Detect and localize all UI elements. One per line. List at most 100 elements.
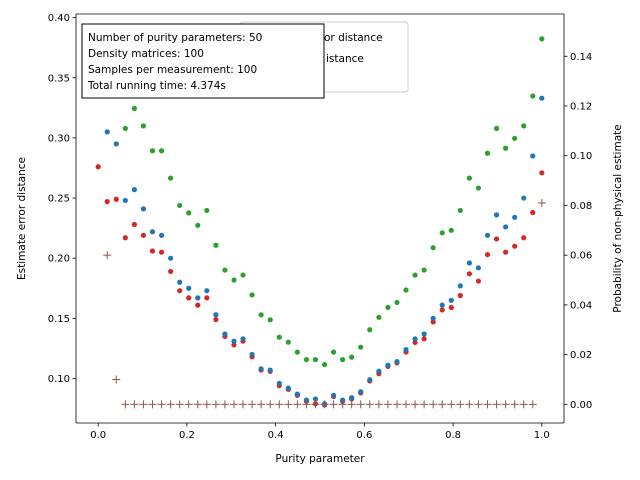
data-point (503, 145, 509, 151)
data-point (158, 148, 165, 154)
data-point (394, 299, 400, 306)
info-line-purity-parameters: Number of purity parameters: 50 (88, 32, 262, 44)
data-point-plus (103, 251, 112, 260)
data-point (466, 260, 472, 266)
data-point-plus (112, 375, 121, 384)
data-point (249, 351, 255, 358)
info-line-density-matrices: Density matrices: 100 (88, 48, 204, 60)
data-point (457, 292, 463, 299)
legend-label-1: or distance (324, 32, 383, 44)
data-point-plus (447, 400, 456, 409)
data-point-plus (365, 400, 374, 409)
data-point-plus (293, 400, 302, 409)
data-point (457, 207, 463, 214)
info-line-running-time: Total running time: 4.374s (87, 80, 226, 92)
y-tick-label-left: 0.10 (48, 374, 70, 385)
data-point-plus (374, 400, 383, 409)
data-point (285, 339, 291, 345)
data-point (475, 265, 482, 271)
y-tick-label-right: 0.12 (570, 101, 592, 112)
data-point (503, 224, 509, 230)
data-point (493, 212, 500, 218)
x-tick-label: 0.4 (268, 430, 284, 441)
y-tick-label-right: 0.04 (570, 300, 592, 311)
x-tick-label: 1.0 (534, 430, 550, 441)
data-point (258, 366, 264, 372)
data-point (149, 229, 156, 235)
data-point-plus (501, 400, 510, 409)
data-point (394, 359, 400, 365)
data-point (358, 389, 364, 395)
data-point (303, 397, 310, 403)
data-point (186, 285, 192, 291)
y-tick-label-right: 0.00 (570, 400, 592, 411)
data-point-plus (184, 400, 193, 409)
y-tick-label-right: 0.14 (570, 52, 592, 63)
data-point (430, 245, 436, 251)
data-point (294, 391, 300, 397)
data-point-plus (510, 400, 519, 409)
data-point (512, 135, 518, 141)
data-point (448, 304, 454, 311)
data-point (231, 277, 237, 283)
x-tick-label: 0.2 (179, 430, 195, 441)
data-point (403, 287, 409, 293)
data-point-plus (302, 400, 311, 409)
data-point (168, 175, 174, 181)
data-point (177, 288, 183, 294)
data-point-plus (266, 400, 275, 409)
data-point (258, 312, 264, 318)
y-tick-label-left: 0.40 (48, 13, 70, 24)
data-point (204, 295, 210, 301)
y-tick-label-left: 0.15 (48, 314, 70, 325)
data-point (530, 153, 536, 159)
data-point (231, 338, 237, 344)
data-point (213, 312, 219, 318)
y-axis-label-left: Estimate error distance (16, 157, 28, 280)
x-tick-label: 0.8 (445, 430, 461, 441)
data-point (149, 148, 156, 154)
data-point (439, 230, 445, 236)
data-point-plus (239, 400, 248, 409)
data-point (186, 295, 192, 301)
y-tick-label-right: 0.08 (570, 201, 592, 212)
data-point-plus (211, 400, 220, 409)
data-point (466, 271, 472, 277)
data-point (457, 283, 463, 289)
data-point (439, 302, 445, 308)
y-axis-label-right: Probability of non-physical estimate (612, 124, 624, 312)
data-point (421, 267, 427, 273)
data-point (475, 185, 482, 191)
data-point-plus (139, 400, 148, 409)
data-point-plus (392, 400, 401, 409)
data-point (403, 347, 409, 353)
data-point (168, 255, 174, 261)
x-tick-label: 0.6 (356, 430, 372, 441)
data-point-plus (456, 400, 465, 409)
data-point (466, 175, 472, 181)
data-point (493, 125, 500, 131)
data-point (539, 95, 545, 101)
data-point-plus (465, 400, 474, 409)
y-tick-label-left: 0.30 (48, 133, 70, 144)
data-point (521, 195, 527, 201)
data-point-plus (528, 400, 537, 409)
data-point (213, 242, 219, 248)
data-point-plus (483, 400, 492, 409)
info-box: Number of purity parameters: 50 Density … (81, 23, 325, 99)
data-point-plus (148, 400, 157, 409)
data-point (376, 314, 382, 320)
data-point (385, 362, 391, 368)
data-point (131, 105, 137, 112)
data-point (439, 307, 445, 313)
data-point (521, 123, 527, 129)
data-point (113, 141, 119, 147)
y-tick-label-left: 0.20 (48, 254, 70, 265)
data-point (493, 236, 500, 242)
data-point-plus (474, 400, 483, 409)
data-point-plus (130, 400, 139, 409)
data-point (367, 327, 373, 333)
data-point (448, 297, 454, 303)
data-point-plus (320, 400, 329, 409)
